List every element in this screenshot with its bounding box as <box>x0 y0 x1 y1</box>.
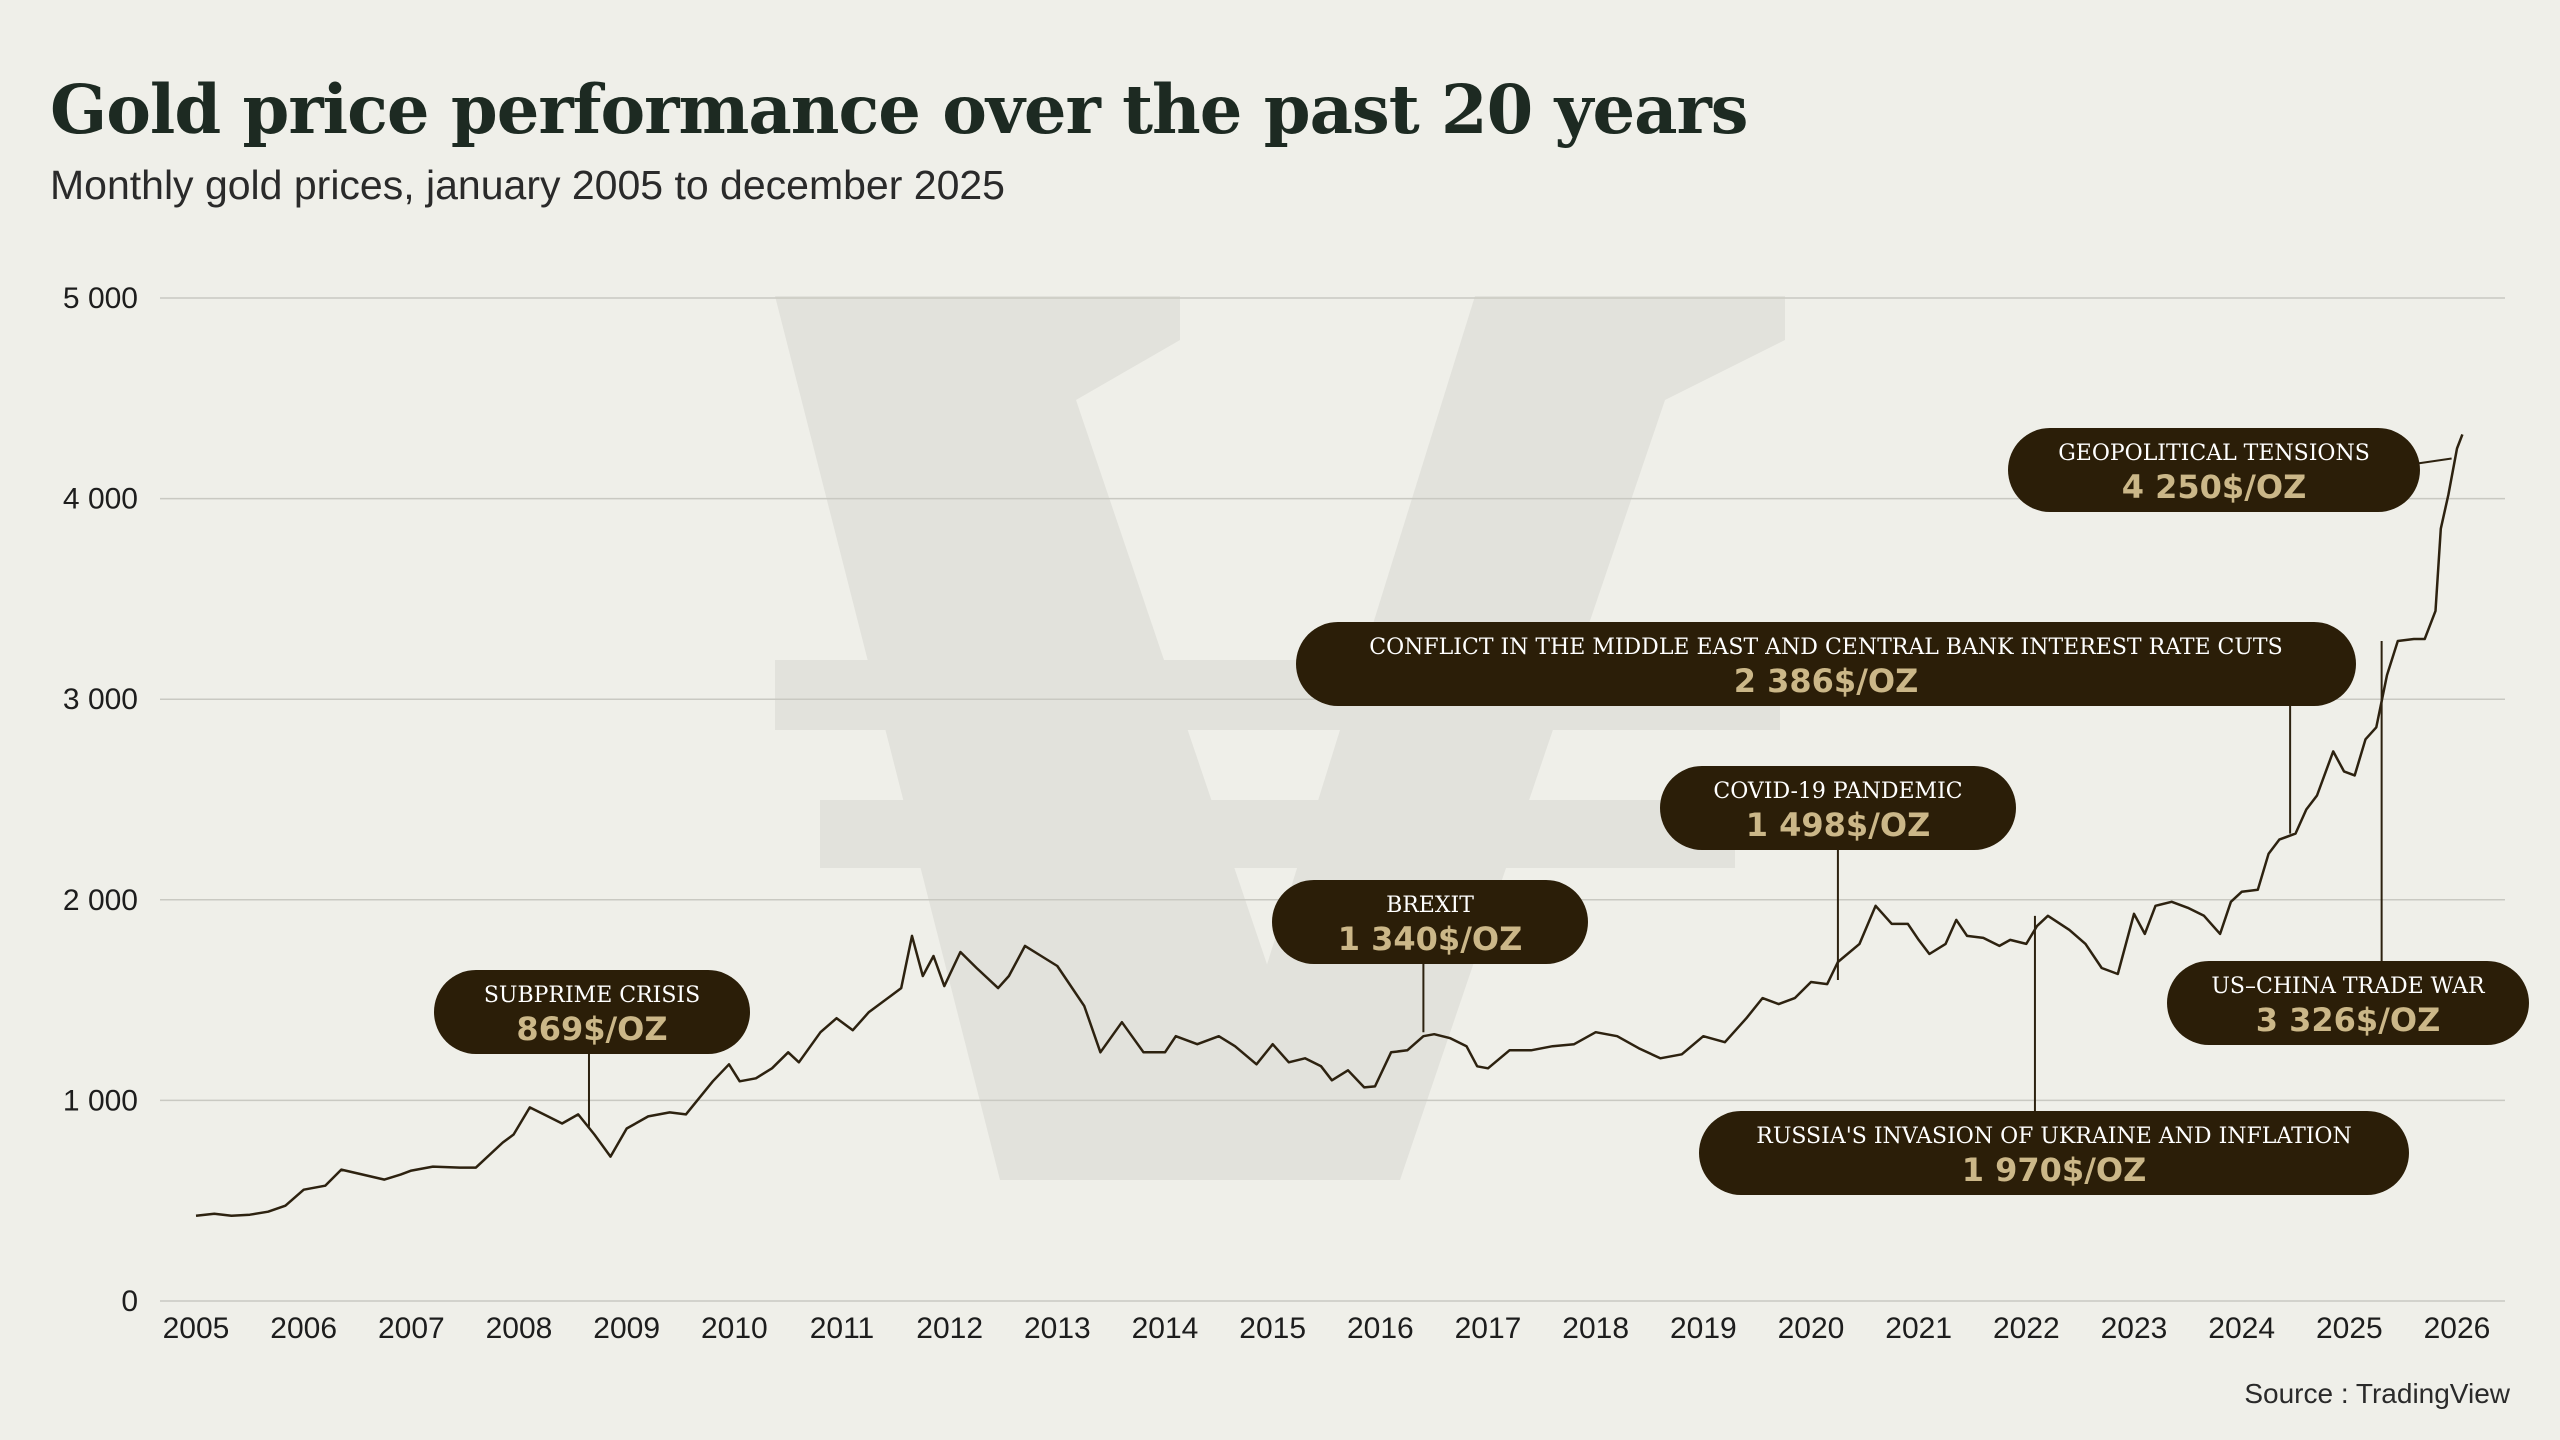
annotation-label: GEOPOLITICAL TENSIONS <box>2058 441 2370 466</box>
x-tick-label: 2021 <box>1885 1312 1952 1345</box>
y-tick-label: 5 000 <box>63 282 138 315</box>
x-tick-label: 2023 <box>2101 1312 2168 1345</box>
annotation-value: 869$/OZ <box>516 1010 667 1048</box>
annotation-value: 3 326$/OZ <box>2256 1001 2441 1039</box>
x-tick-label: 2026 <box>2424 1312 2491 1345</box>
annotation-pill <box>2167 961 2529 1045</box>
chart-title: Gold price performance over the past 20 … <box>50 70 1749 149</box>
x-tick-label: 2019 <box>1670 1312 1737 1345</box>
annotation-label: RUSSIA'S INVASION OF UKRAINE AND INFLATI… <box>1756 1124 2351 1149</box>
annotation-leaders <box>587 457 2452 1127</box>
x-tick-label: 2010 <box>701 1312 768 1345</box>
x-tick-label: 2018 <box>1562 1312 1629 1345</box>
yen-sign-icon <box>775 296 1785 1180</box>
source-note: Source : TradingView <box>2244 1378 2510 1409</box>
annotation-pill <box>1296 622 2356 706</box>
annotation-pill <box>2008 428 2420 512</box>
chart-subtitle: Monthly gold prices, january 2005 to dec… <box>50 162 1005 208</box>
y-tick-label: 2 000 <box>63 884 138 917</box>
annotation-value: 4 250$/OZ <box>2122 468 2307 506</box>
x-tick-label: 2012 <box>916 1312 983 1345</box>
y-tick-label: 3 000 <box>63 683 138 716</box>
x-tick-label: 2022 <box>1993 1312 2060 1345</box>
annotation-label: US–CHINA TRADE WAR <box>2211 974 2486 999</box>
yen-sign-shape <box>775 296 1340 1180</box>
yen-sign-shape <box>1200 296 1785 1180</box>
annotation-callout: CONFLICT IN THE MIDDLE EAST AND CENTRAL … <box>1296 622 2356 706</box>
annotation-value: 2 386$/OZ <box>1734 662 1919 700</box>
series-layer <box>195 433 2464 1217</box>
annotation-pill <box>1272 880 1588 964</box>
x-tick-label: 2009 <box>593 1312 660 1345</box>
annotation-label: SUBPRIME CRISIS <box>484 983 700 1008</box>
x-tick-label: 2007 <box>378 1312 445 1345</box>
y-tick-label: 4 000 <box>63 483 138 516</box>
y-tick-label: 0 <box>121 1285 138 1318</box>
annotation-value: 1 498$/OZ <box>1746 806 1931 844</box>
annotation-pill <box>1699 1111 2409 1195</box>
x-tick-label: 2014 <box>1132 1312 1199 1345</box>
y-tick-label: 1 000 <box>63 1084 138 1117</box>
x-tick-label: 2015 <box>1239 1312 1306 1345</box>
annotation-pill <box>434 970 750 1054</box>
annotation-label: COVID-19 PANDEMIC <box>1713 779 1962 804</box>
x-tick-label: 2013 <box>1024 1312 1091 1345</box>
x-tick-label: 2016 <box>1347 1312 1414 1345</box>
x-tick-label: 2008 <box>486 1312 553 1345</box>
x-tick-label: 2005 <box>163 1312 230 1345</box>
y-axis-ticks: 0 1 000 2 000 3 000 4 000 5 000 <box>63 282 138 1318</box>
annotation-value: 1 340$/OZ <box>1338 920 1523 958</box>
x-tick-label: 2024 <box>2208 1312 2275 1345</box>
x-tick-label: 2017 <box>1455 1312 1522 1345</box>
annotation-value: 1 970$/OZ <box>1962 1151 2147 1189</box>
annotation-pill <box>1660 766 2016 850</box>
gold-price-line <box>195 433 2464 1217</box>
x-tick-label: 2025 <box>2316 1312 2383 1345</box>
x-axis-ticks: 2005 2006 2007 2008 2009 2010 2011 2012 2013 2014… <box>163 1312 2491 1345</box>
annotation-callout: RUSSIA'S INVASION OF UKRAINE AND INFLATI… <box>1699 1111 2409 1195</box>
annotation-label: CONFLICT IN THE MIDDLE EAST AND CENTRAL … <box>1369 635 2282 660</box>
x-tick-label: 2020 <box>1778 1312 1845 1345</box>
x-tick-label: 2006 <box>270 1312 337 1345</box>
annotation-leader <box>2413 457 2452 465</box>
x-tick-label: 2011 <box>810 1312 875 1345</box>
yen-sign-shape <box>820 800 1735 868</box>
annotation-label: BREXIT <box>1386 893 1474 918</box>
